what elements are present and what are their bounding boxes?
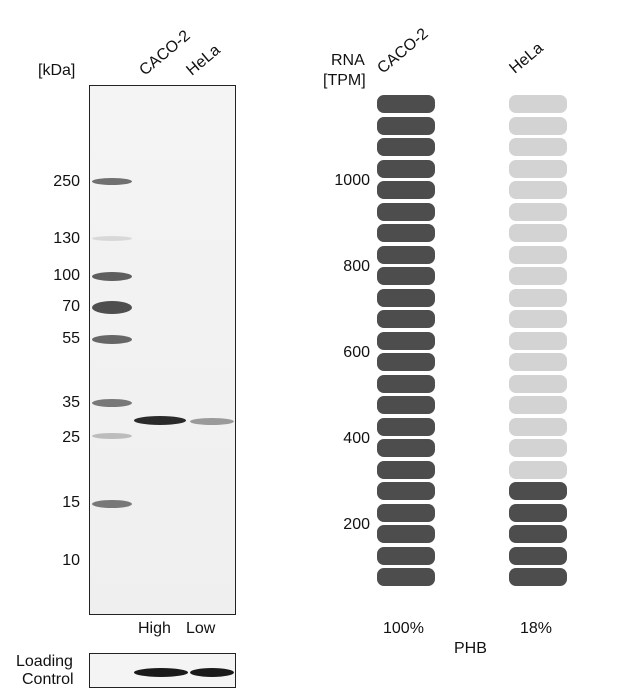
ladder-band-25 [92,433,132,439]
ladder-band-55 [92,335,132,344]
rna-column-caco2 [377,0,435,692]
rna-y-tick-1000: 1000 [334,172,370,189]
western-blot-membrane [89,85,236,615]
kda-unit-label: [kDa] [38,62,76,79]
rna-segment [377,138,435,156]
rna-segment [377,568,435,586]
mw-label-100: 100 [53,267,80,284]
rna-segment [509,546,567,565]
rna-segment [377,482,435,500]
rna-segment [377,310,435,328]
rna-segment [509,95,567,113]
lane-label-caco2: CACO-2 [136,27,194,80]
ladder-band-15 [92,500,132,508]
loading-control-label-line1: Loading [16,653,73,670]
rna-segment [509,482,567,500]
rna-segment [377,288,435,307]
rna-segment [509,374,567,393]
rna-segment [509,202,567,221]
rna-segment [377,181,435,199]
rna-segment [377,267,435,285]
rna-y-tick-800: 800 [343,258,370,275]
rna-segment [377,353,435,371]
rna-segment [509,267,567,285]
mw-label-130: 130 [53,230,80,247]
rna-y-tick-400: 400 [343,430,370,447]
rna-segment [377,374,435,393]
mw-label-10: 10 [62,552,80,569]
mw-label-25: 25 [62,429,80,446]
rna-title-line2: [TPM] [323,72,366,89]
rna-segment [377,546,435,565]
loading-control-membrane [89,653,236,688]
loading-band-hela [190,668,234,677]
mw-label-15: 15 [62,494,80,511]
rna-segment [377,439,435,457]
rna-segment [509,331,567,350]
rna-segment [377,460,435,479]
rna-segment [377,95,435,113]
expression-label-high: High [138,620,171,637]
rna-segment [509,503,567,522]
rna-y-tick-600: 600 [343,344,370,361]
mw-label-35: 35 [62,394,80,411]
gene-name-label: PHB [454,640,487,657]
band-hela [190,418,234,425]
rna-segment [509,568,567,586]
rna-segment [377,202,435,221]
rna-segment [509,525,567,543]
ladder-band-35 [92,399,132,407]
rna-percent-hela: 18% [520,620,553,637]
rna-segment [509,159,567,178]
rna-percent-caco2: 100% [383,620,424,637]
rna-segment [377,245,435,264]
rna-segment [509,439,567,457]
rna-segment [377,396,435,414]
ladder-band-70 [92,301,132,314]
rna-column-hela [509,0,567,692]
ladder-band-250 [92,178,132,185]
rna-segment [377,331,435,350]
ladder-band-130 [92,236,132,241]
rna-segment [377,503,435,522]
rna-segment [509,138,567,156]
rna-segment [509,116,567,135]
rna-segment [377,525,435,543]
rna-segment [509,288,567,307]
ladder-band-100 [92,272,132,281]
rna-segment [509,417,567,436]
rna-segment [377,224,435,242]
mw-label-70: 70 [62,298,80,315]
rna-segment [509,181,567,199]
rna-segment [377,159,435,178]
rna-segment [377,417,435,436]
loading-control-label-line2: Control [22,671,74,688]
loading-band-caco2 [134,668,188,677]
band-caco2 [134,416,186,425]
rna-segment [509,353,567,371]
rna-segment [377,116,435,135]
rna-segment [509,396,567,414]
mw-label-250: 250 [53,173,80,190]
lane-label-hela: HeLa [183,41,224,80]
rna-title-line1: RNA [331,52,365,69]
mw-label-55: 55 [62,330,80,347]
rna-segment [509,310,567,328]
rna-segment [509,224,567,242]
expression-label-low: Low [186,620,216,637]
rna-y-tick-200: 200 [343,516,370,533]
rna-segment [509,245,567,264]
rna-segment [509,460,567,479]
